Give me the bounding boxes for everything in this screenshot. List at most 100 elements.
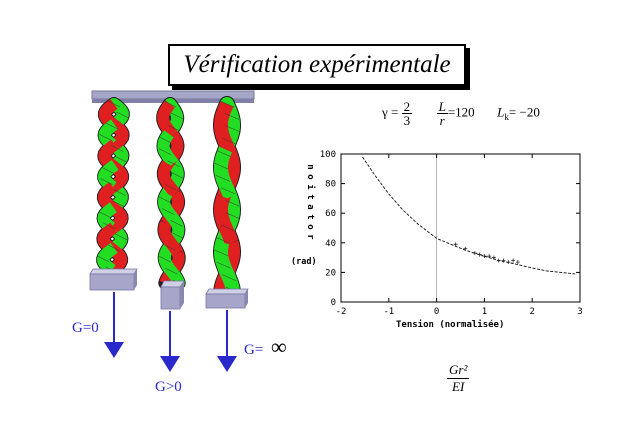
- x-tick-label: 3: [577, 307, 582, 317]
- x-axis-fraction: Gr² EI: [447, 362, 470, 395]
- parameter-formula: γ = 2 3 L r =120 Lk= −20: [382, 99, 540, 128]
- filament-middle-green-overlap: [157, 130, 179, 168]
- chart-data-point: [491, 255, 496, 260]
- filament-right-hatch: [225, 199, 240, 207]
- bottom-block-left: [89, 268, 138, 291]
- chart-ylabel-letter: o: [305, 174, 315, 179]
- filament-right-hatch: [216, 261, 231, 269]
- filament-left-hatch: [97, 255, 110, 263]
- filament-right-hatch: [221, 224, 236, 232]
- filament-left-hatch: [110, 145, 124, 152]
- filament-left-hatch: [107, 100, 121, 108]
- chart-data-point: [506, 260, 511, 265]
- filament-right-hatch: [224, 113, 239, 120]
- chart-data-point: [453, 242, 458, 247]
- chart-data-point: [496, 258, 501, 263]
- filament-right-hatch: [213, 162, 229, 170]
- filament-right-hatch: [213, 249, 229, 257]
- filament-middle-red-strand: [157, 100, 177, 138]
- filament-left-red-strand: [108, 202, 128, 233]
- filament-middle-hatch: [170, 220, 183, 227]
- filament-left-red-strand: [109, 119, 129, 150]
- filament-left: [96, 97, 130, 277]
- filament-middle-hatch: [158, 148, 172, 155]
- filament-left-hatch: [101, 167, 115, 174]
- filament-right-red-strand: [213, 194, 239, 245]
- filament-middle-hatch: [162, 243, 176, 251]
- chart-ylabel-unit: (rad): [291, 257, 317, 267]
- filament-middle-hatch: [171, 172, 184, 179]
- filament-left-hatch: [113, 189, 126, 196]
- chart-fit-curve: [362, 156, 576, 275]
- chart-data-point: [463, 246, 468, 251]
- filament-left-hatch: [102, 222, 116, 229]
- bottom-block-middle: [160, 280, 185, 310]
- x-tick-label: -2: [336, 307, 347, 317]
- filament-middle-hatch: [171, 232, 184, 239]
- chart-ylabel-letter: t: [305, 214, 315, 219]
- filament-left-hatch: [98, 133, 112, 141]
- filament-left-hatch: [114, 233, 128, 241]
- filament-middle: [156, 97, 186, 290]
- filament-left-hatch: [105, 122, 119, 130]
- chart-xlabel: Tension (normalisée): [396, 320, 505, 330]
- filament-right: [212, 96, 242, 298]
- lk-symbol: L: [497, 104, 505, 120]
- gamma-symbol: γ: [382, 104, 388, 120]
- y-tick-label: 80: [325, 180, 336, 190]
- length-ratio-fraction: L r: [436, 99, 448, 128]
- filament-middle-hatch: [158, 196, 171, 203]
- filament-right-hatch: [225, 125, 240, 133]
- filament-right-hatch: [216, 237, 231, 244]
- infinity-symbol: ∞: [271, 334, 287, 359]
- filament-right-green-overlap: [214, 146, 238, 200]
- filament-left-red-strand: [98, 139, 119, 170]
- chart-ylabel-letter: a: [305, 204, 315, 209]
- filament-middle-green-overlap: [158, 251, 185, 285]
- filament-left-hatch: [114, 156, 128, 163]
- label-g-zero: G=0: [72, 320, 99, 336]
- chart-data-point: [487, 254, 492, 259]
- filament-left-hatch: [100, 178, 113, 185]
- label-g-infinity: G= ∞: [244, 334, 287, 359]
- filament-right-red-strand: [214, 101, 235, 153]
- filament-right-hatch: [222, 137, 237, 145]
- filament-left-hatch: [111, 200, 125, 207]
- filament-middle-hatch: [163, 100, 177, 108]
- filament-middle-hatch: [167, 160, 180, 167]
- filament-right-hatch: [221, 274, 237, 281]
- filament-middle-hatch: [161, 208, 174, 215]
- filament-middle-hatch: [170, 112, 184, 120]
- x-tick-label: 0: [434, 307, 439, 317]
- filament-left-red-strand: [97, 222, 118, 253]
- y-tick-label: 40: [325, 239, 336, 249]
- filament-right-hatch: [225, 212, 240, 219]
- label-g-positive: G>0: [155, 379, 182, 395]
- chart-ylabel-letter: o: [305, 224, 315, 229]
- chart-ylabel-letter: r: [305, 234, 315, 240]
- y-tick-label: 60: [325, 209, 336, 219]
- filament-middle-green-overlap: [158, 190, 182, 227]
- filament-right-green-overlap: [214, 240, 240, 291]
- chart-data-point: [515, 260, 520, 265]
- chart-data-point: [472, 251, 477, 256]
- bottom-block-right: [205, 288, 249, 309]
- page-title: Vérification expérimentale: [168, 44, 466, 86]
- filament-middle-hatch: [158, 255, 171, 263]
- chart-data-point: [501, 258, 506, 263]
- x-tick-label: 1: [482, 307, 487, 317]
- filament-middle-hatch: [158, 136, 172, 144]
- filament-middle-hatch: [165, 267, 178, 275]
- x-tick-label: -1: [383, 307, 394, 317]
- filament-right-hatch: [215, 175, 230, 182]
- filament-left-green-overlap: [98, 119, 118, 150]
- y-tick-label: 20: [325, 268, 336, 278]
- filament-middle-red-strand: [157, 160, 181, 197]
- filament-left-green-overlap: [97, 202, 117, 233]
- length-ratio-value: =120: [447, 104, 475, 120]
- filament-left-hatch: [107, 244, 121, 252]
- fraction-denominator: EI: [452, 379, 465, 394]
- filament-right-hatch: [220, 187, 236, 195]
